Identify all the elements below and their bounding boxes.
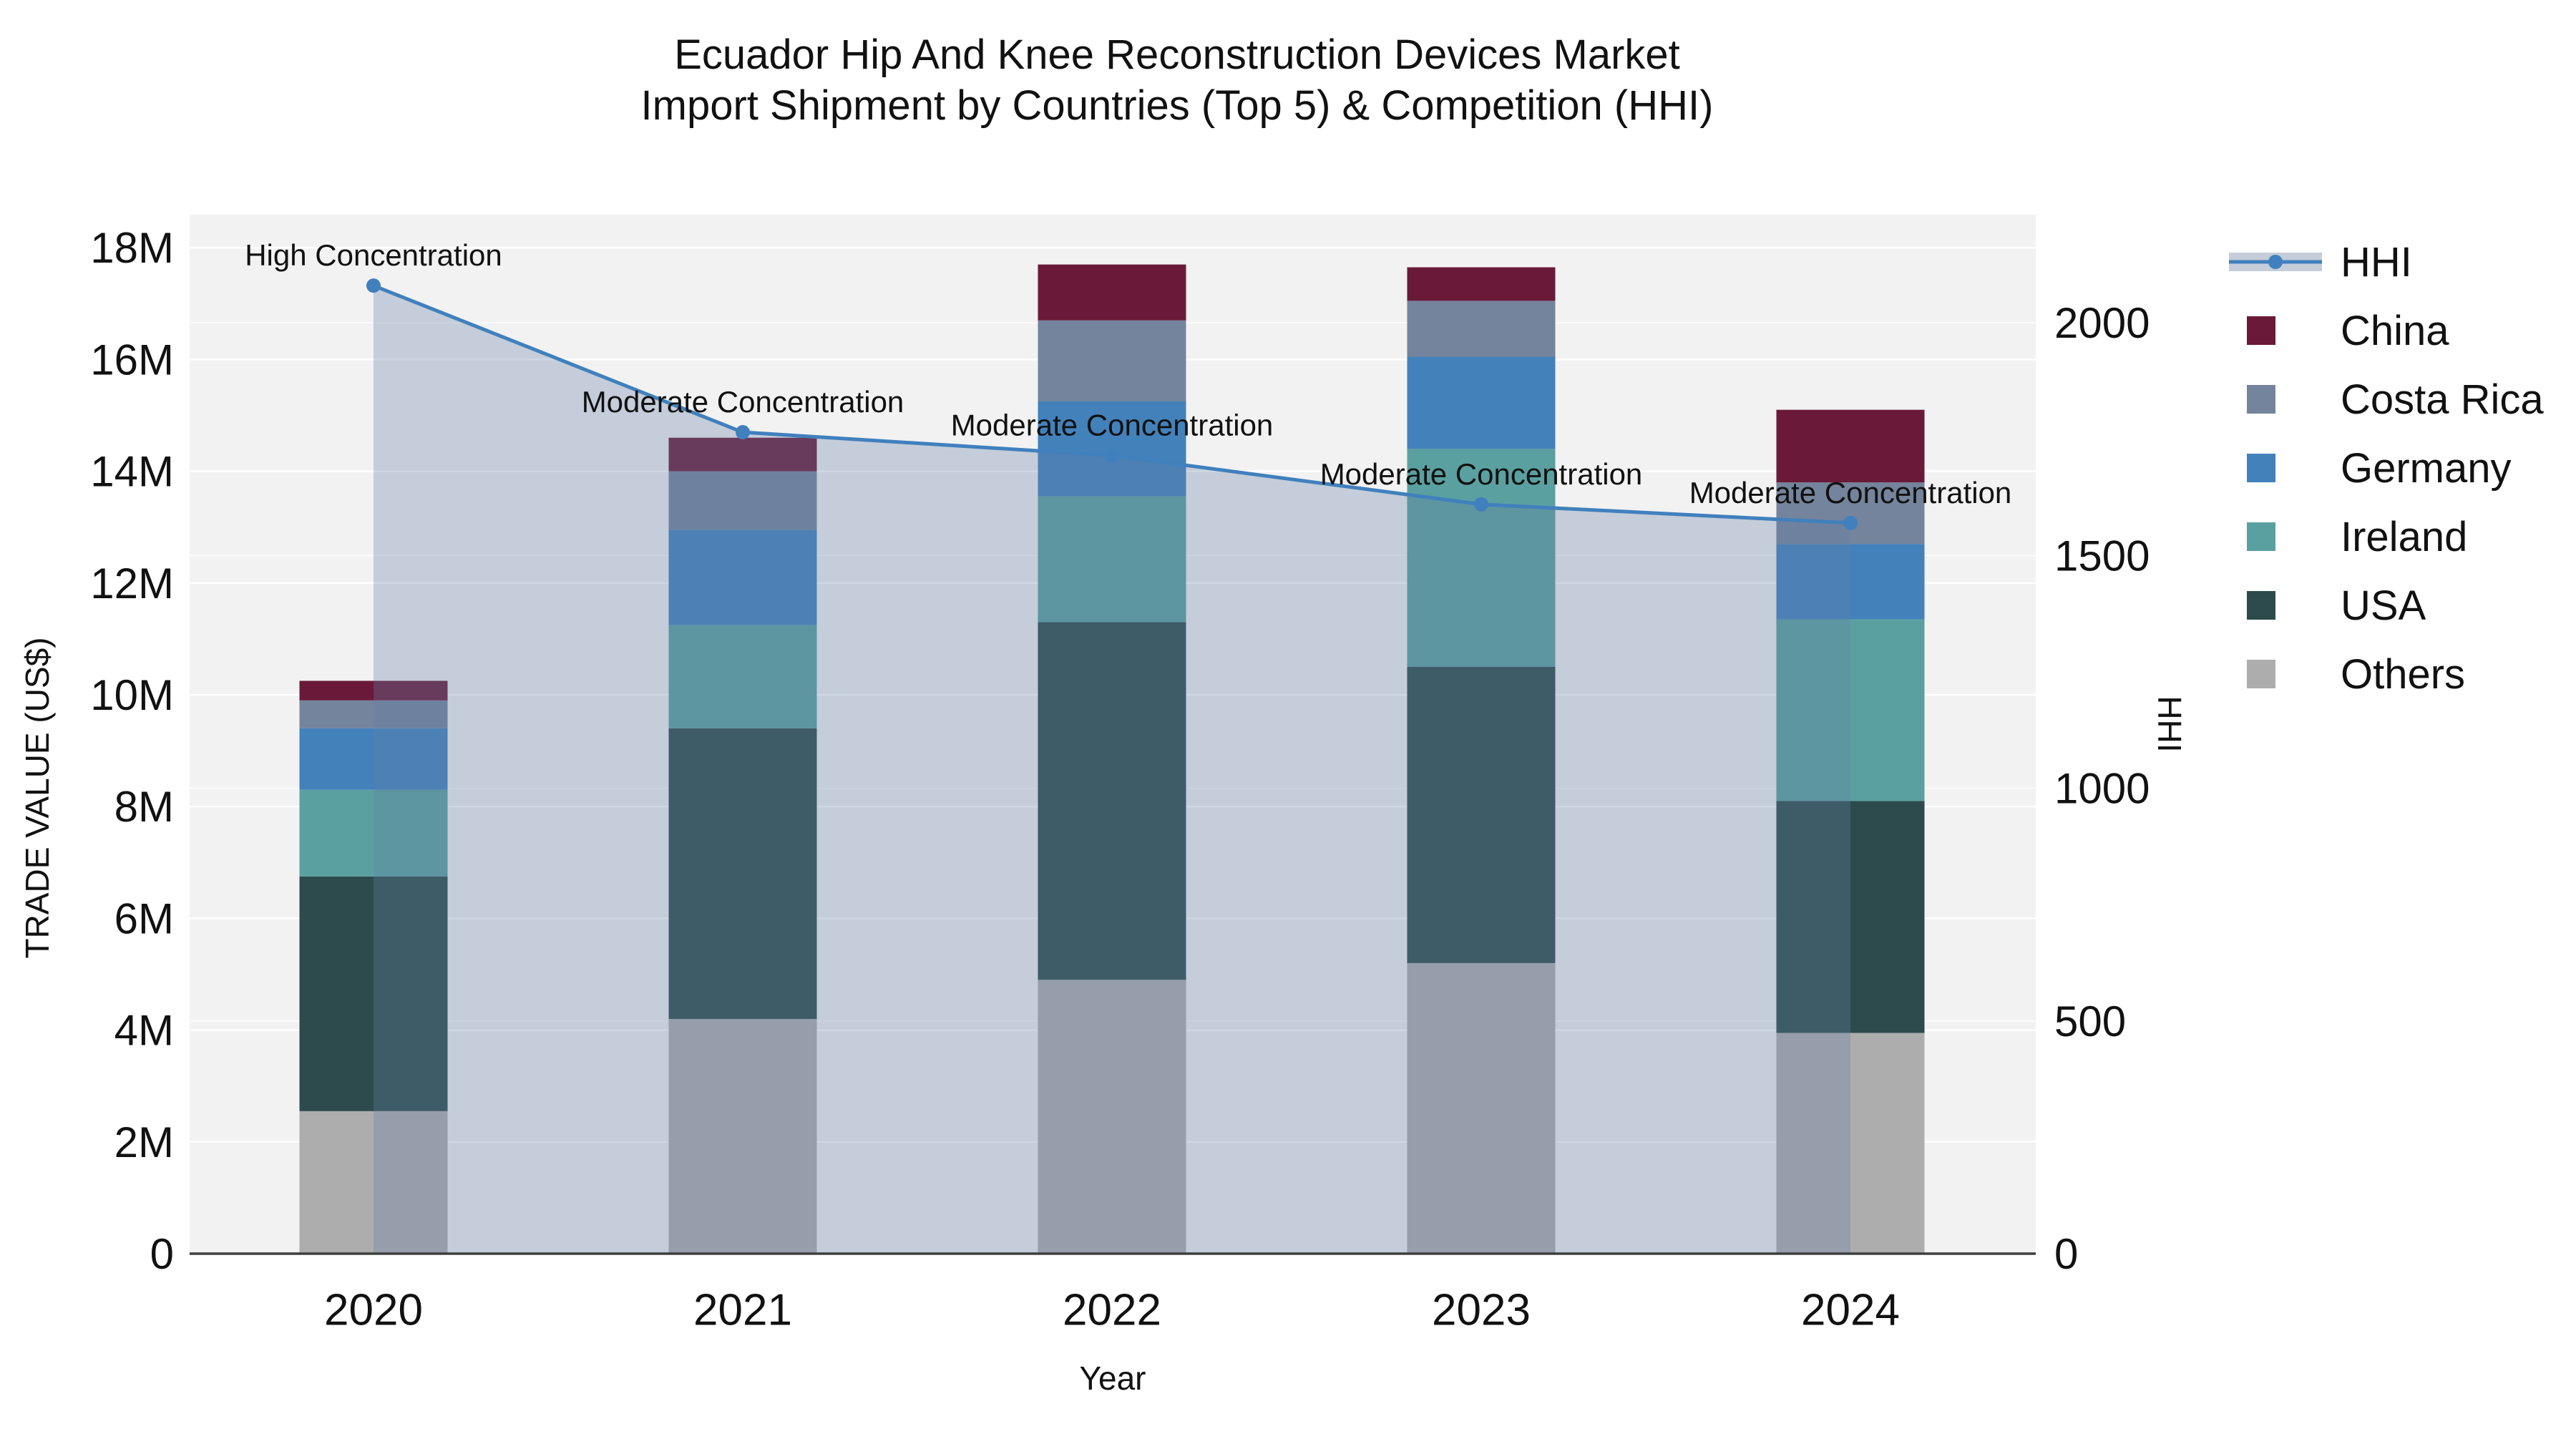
color-swatch-icon xyxy=(2229,660,2322,688)
bar-segment-usa-2021[interactable] xyxy=(668,728,817,1019)
x-axis-title: Year xyxy=(1079,1360,1146,1397)
chart-title-line2: Import Shipment by Countries (Top 5) & C… xyxy=(640,82,1714,129)
x-tick-2021: 2021 xyxy=(693,1286,792,1335)
y-right-tick-500: 500 xyxy=(2054,997,2126,1045)
x-tick-2022: 2022 xyxy=(1063,1286,1161,1335)
bar-segment-germany-2024[interactable] xyxy=(1776,544,1925,620)
chart-title: Ecuador Hip And Knee Reconstruction Devi… xyxy=(82,30,2272,132)
legend-item-costa-rica[interactable]: Costa Rica xyxy=(2229,365,2544,434)
bar-segment-others-2021[interactable] xyxy=(668,1018,817,1254)
y-left-tick-8M: 8M xyxy=(114,783,174,831)
y-left-tick-16M: 16M xyxy=(90,336,174,384)
annotation-2023: Moderate Concentration xyxy=(1320,457,1643,491)
legend-square-icon xyxy=(2247,522,2275,551)
y-left-tick-2M: 2M xyxy=(114,1118,174,1166)
legend-square-icon xyxy=(2247,316,2275,345)
legend-square-icon xyxy=(2247,454,2275,482)
y-right-tick-1500: 1500 xyxy=(2054,532,2150,580)
bar-segment-costa-rica-2024[interactable] xyxy=(1776,482,1925,545)
bar-segment-costa-rica-2022[interactable] xyxy=(1038,320,1186,401)
hhi-point-2021[interactable] xyxy=(736,425,750,440)
legend-item-hhi[interactable]: HHI xyxy=(2229,228,2544,296)
legend-label: USA xyxy=(2341,582,2426,629)
legend-label: Others xyxy=(2341,650,2466,698)
x-tick-2024: 2024 xyxy=(1801,1286,1900,1335)
bar-segment-ireland-2020[interactable] xyxy=(299,789,448,877)
y-right-tick-1000: 1000 xyxy=(2054,765,2150,813)
y-axis-right-title: HHI xyxy=(2151,696,2188,753)
hhi-point-2020[interactable] xyxy=(366,278,381,293)
color-swatch-icon xyxy=(2229,454,2322,482)
annotation-2024: Moderate Concentration xyxy=(1689,476,2012,509)
legend-label: HHI xyxy=(2341,238,2412,286)
color-swatch-icon xyxy=(2229,591,2322,620)
bar-segment-others-2023[interactable] xyxy=(1407,962,1556,1254)
chart-title-line1: Ecuador Hip And Knee Reconstruction Devi… xyxy=(674,31,1680,78)
color-swatch-icon xyxy=(2229,385,2322,414)
bar-segment-germany-2020[interactable] xyxy=(299,728,448,790)
bar-segment-usa-2024[interactable] xyxy=(1776,801,1925,1033)
legend-item-others[interactable]: Others xyxy=(2229,640,2544,708)
bar-segment-ireland-2021[interactable] xyxy=(668,625,817,728)
bar-segment-ireland-2024[interactable] xyxy=(1776,619,1925,801)
annotation-2022: Moderate Concentration xyxy=(951,409,1274,442)
bar-segment-costa-rica-2021[interactable] xyxy=(668,471,817,530)
legend-item-ireland[interactable]: Ireland xyxy=(2229,502,2544,571)
annotation-2021: Moderate Concentration xyxy=(582,385,904,419)
legend-item-usa[interactable]: USA xyxy=(2229,571,2544,640)
legend-square-icon xyxy=(2247,385,2275,414)
legend-label: Germany xyxy=(2341,444,2512,492)
bar-segment-germany-2023[interactable] xyxy=(1407,356,1556,449)
bar-segment-usa-2023[interactable] xyxy=(1407,666,1556,963)
legend-square-icon xyxy=(2247,660,2275,688)
bar-segment-china-2023[interactable] xyxy=(1407,267,1556,301)
legend-label: Costa Rica xyxy=(2341,376,2544,423)
y-left-tick-12M: 12M xyxy=(90,560,174,608)
y-right-tick-2000: 2000 xyxy=(2054,299,2150,347)
bar-segment-china-2022[interactable] xyxy=(1038,264,1186,321)
x-tick-2020: 2020 xyxy=(324,1286,423,1335)
bar-segment-usa-2022[interactable] xyxy=(1038,622,1186,980)
y-left-tick-14M: 14M xyxy=(90,448,174,496)
y-axis-left-title: TRADE VALUE (US$) xyxy=(19,637,56,959)
bar-segment-costa-rica-2023[interactable] xyxy=(1407,301,1556,357)
bar-segment-china-2020[interactable] xyxy=(299,680,448,701)
hhi-line-swatch-icon xyxy=(2229,245,2322,278)
legend-item-germany[interactable]: Germany xyxy=(2229,434,2544,502)
hhi-point-2022[interactable] xyxy=(1105,448,1119,463)
bar-segment-others-2022[interactable] xyxy=(1038,980,1186,1254)
hhi-point-2024[interactable] xyxy=(1843,515,1858,530)
bar-segment-ireland-2022[interactable] xyxy=(1038,496,1186,623)
hhi-area-fill xyxy=(374,286,1850,1254)
legend-item-china[interactable]: China xyxy=(2229,296,2544,365)
bar-segment-others-2020[interactable] xyxy=(299,1111,448,1254)
legend-label: Ireland xyxy=(2341,513,2468,560)
bar-segment-china-2024[interactable] xyxy=(1776,409,1925,483)
bar-segment-others-2024[interactable] xyxy=(1776,1033,1925,1254)
bar-segment-costa-rica-2020[interactable] xyxy=(299,700,448,728)
legend-square-icon xyxy=(2247,591,2275,620)
legend: HHI China Costa Rica Germany Ireland USA Other… xyxy=(2229,228,2544,708)
y-right-tick-0: 0 xyxy=(2054,1230,2078,1278)
x-tick-2023: 2023 xyxy=(1432,1286,1531,1335)
y-left-tick-4M: 4M xyxy=(114,1007,174,1055)
bar-segment-usa-2020[interactable] xyxy=(299,876,448,1111)
color-swatch-icon xyxy=(2229,316,2322,345)
color-swatch-icon xyxy=(2229,522,2322,551)
y-left-tick-0: 0 xyxy=(150,1230,174,1278)
hhi-point-2023[interactable] xyxy=(1474,497,1488,512)
y-left-tick-10M: 10M xyxy=(90,671,174,719)
bar-segment-ireland-2023[interactable] xyxy=(1407,449,1556,667)
y-left-tick-18M: 18M xyxy=(90,224,174,272)
bar-segment-china-2021[interactable] xyxy=(668,437,817,472)
bar-segment-germany-2021[interactable] xyxy=(668,530,817,625)
annotation-2020: High Concentration xyxy=(245,238,502,272)
y-left-tick-6M: 6M xyxy=(114,894,174,942)
legend-label: China xyxy=(2341,307,2449,354)
